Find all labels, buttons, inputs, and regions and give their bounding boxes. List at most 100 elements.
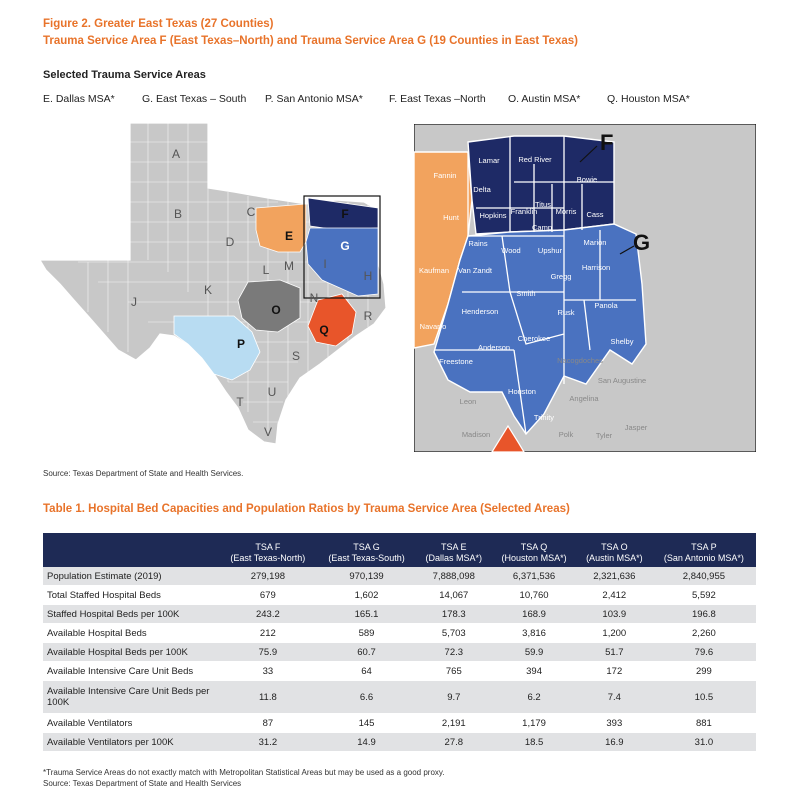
table-cell: 2,840,955 bbox=[651, 567, 756, 586]
table-cell: 7,888,098 bbox=[416, 567, 492, 586]
county-label: Franklin bbox=[511, 207, 538, 216]
row-label: Available Intensive Care Unit Beds per 1… bbox=[43, 680, 219, 714]
region-letter: U bbox=[268, 385, 277, 399]
county-label: Lamar bbox=[478, 156, 500, 165]
table-cell: 196.8 bbox=[651, 604, 756, 624]
county-label: Hunt bbox=[443, 213, 460, 222]
table-cell: 51.7 bbox=[576, 642, 652, 662]
east-texas-county-map: Lamar Red River Bowie Delta Hopkins Fran… bbox=[414, 124, 756, 452]
table-cell: 75.9 bbox=[219, 642, 317, 662]
table-row: Staffed Hospital Beds per 100K 243.2 165.… bbox=[43, 604, 756, 624]
region-letter: I bbox=[323, 257, 326, 271]
county-label: Hopkins bbox=[479, 211, 506, 220]
region-letter: S bbox=[292, 349, 300, 363]
column-header: TSA E (Dallas MSA*) bbox=[416, 533, 492, 567]
county-label: Anderson bbox=[478, 343, 510, 352]
county-label: Jasper bbox=[625, 423, 648, 432]
table-cell: 1,602 bbox=[354, 589, 379, 601]
table-cell: 10,760 bbox=[519, 589, 549, 601]
table-cell: 10.5 bbox=[651, 680, 756, 714]
county-label: Wood bbox=[501, 246, 520, 255]
table-row: Available Hospital Beds 212 589 5,703 3,816… bbox=[43, 624, 756, 643]
table-row: Total Staffed Hospital Beds 679 1,602 14,0… bbox=[43, 586, 756, 605]
county-label: Fannin bbox=[434, 171, 457, 180]
region-letter: V bbox=[264, 425, 272, 439]
table-cell: 2,321,636 bbox=[576, 567, 652, 586]
region-letter: R bbox=[364, 309, 373, 323]
table-row: Available Hospital Beds per 100K 75.9 60.… bbox=[43, 642, 756, 662]
row-label: Available Hospital Beds per 100K bbox=[43, 642, 219, 662]
county-label: Panola bbox=[594, 301, 618, 310]
table-cell: 1,179 bbox=[522, 717, 546, 729]
county-label: Bowie bbox=[577, 175, 597, 184]
county-labels: Lamar Red River Bowie Delta Hopkins Fran… bbox=[419, 155, 648, 440]
row-label: Total Staffed Hospital Beds bbox=[47, 589, 161, 601]
table-cell: 765 bbox=[445, 665, 462, 677]
table-cell: 589 bbox=[358, 627, 375, 639]
county-label: Polk bbox=[559, 430, 574, 439]
region-letter: M bbox=[284, 259, 294, 273]
region-letter: K bbox=[204, 283, 212, 297]
table-cell: 299 bbox=[695, 665, 712, 677]
figure-title: Figure 2. Greater East Texas (27 Countie… bbox=[43, 16, 578, 50]
county-label: Leon bbox=[460, 397, 477, 406]
county-label: Marion bbox=[584, 238, 607, 247]
table-title: Table 1. Hospital Bed Capacities and Pop… bbox=[43, 503, 570, 515]
county-label: Nacogdoches bbox=[557, 356, 603, 365]
table-cell: 145 bbox=[358, 717, 375, 729]
county-label: Red River bbox=[518, 155, 552, 164]
table-cell: 87 bbox=[262, 717, 274, 729]
table-cell: 6.2 bbox=[491, 680, 577, 714]
table-cell: 243.2 bbox=[219, 604, 317, 624]
county-label: Navarro bbox=[420, 322, 447, 331]
county-label: Kaufman bbox=[419, 266, 449, 275]
county-label: Gregg bbox=[551, 272, 572, 281]
footnote-text: *Trauma Service Areas do not exactly mat… bbox=[43, 768, 445, 777]
county-label: Delta bbox=[473, 185, 491, 194]
table-row: Available Intensive Care Unit Beds 33 64 7… bbox=[43, 662, 756, 681]
texas-outline bbox=[38, 122, 387, 445]
county-label: Trinity bbox=[534, 413, 554, 422]
table-row: Available Intensive Care Unit Beds per 1… bbox=[43, 680, 756, 714]
table-cell: 172 bbox=[606, 665, 623, 677]
figure-title-line1: Figure 2. Greater East Texas (27 Countie… bbox=[43, 18, 274, 30]
region-e bbox=[255, 203, 307, 253]
region-letters: A B C D E F G H I J K L M N O P Q R S T … bbox=[131, 147, 373, 439]
county-label: Tyler bbox=[596, 431, 613, 440]
hospital-capacity-table: TSA F (East Texas-North) TSA G (East Texas… bbox=[43, 533, 756, 752]
county-label: Camp bbox=[532, 223, 552, 232]
row-label: Available Hospital Beds bbox=[47, 627, 147, 639]
region-letter: L bbox=[263, 263, 270, 277]
table-cell: 1,200 bbox=[602, 627, 627, 639]
f-g-selection-box bbox=[303, 195, 381, 299]
row-label: Population Estimate (2019) bbox=[43, 567, 219, 586]
table-cell: 7.4 bbox=[576, 680, 652, 714]
selected-area-item: G. East Texas – South bbox=[142, 93, 247, 105]
table-cell: 6,371,536 bbox=[491, 567, 577, 586]
region-letter: H bbox=[364, 269, 373, 283]
region-letter: J bbox=[131, 295, 137, 309]
region-letter: F bbox=[341, 207, 348, 221]
selected-area-item: O. Austin MSA* bbox=[508, 93, 581, 105]
table-cell: 64 bbox=[361, 665, 372, 677]
region-letter: P bbox=[237, 337, 245, 351]
table-cell: 14.9 bbox=[316, 732, 417, 752]
region-letter: T bbox=[236, 395, 244, 409]
county-label: Angelina bbox=[569, 394, 599, 403]
selected-areas-heading: Selected Trauma Service Areas bbox=[43, 69, 206, 81]
selected-area-item: E. Dallas MSA* bbox=[43, 93, 115, 105]
region-letter: C bbox=[247, 205, 256, 219]
table-cell: 9.7 bbox=[416, 680, 492, 714]
table-cell: 60.7 bbox=[316, 642, 417, 662]
region-letter: G bbox=[340, 239, 349, 253]
table-cell: 27.8 bbox=[416, 732, 492, 752]
column-header: TSA O (Austin MSA*) bbox=[576, 533, 652, 567]
g-callout-line bbox=[619, 245, 635, 255]
figure-source: Source: Texas Department of State and He… bbox=[43, 469, 244, 478]
row-label: Available Ventilators per 100K bbox=[43, 732, 219, 752]
row-label: Available Intensive Care Unit Beds bbox=[47, 665, 194, 677]
table-row: Population Estimate (2019) 279,198 970,13… bbox=[43, 567, 756, 586]
column-header: TSA P (San Antonio MSA*) bbox=[651, 533, 756, 567]
table-cell: 33 bbox=[262, 665, 274, 677]
table-cell: 72.3 bbox=[416, 642, 492, 662]
